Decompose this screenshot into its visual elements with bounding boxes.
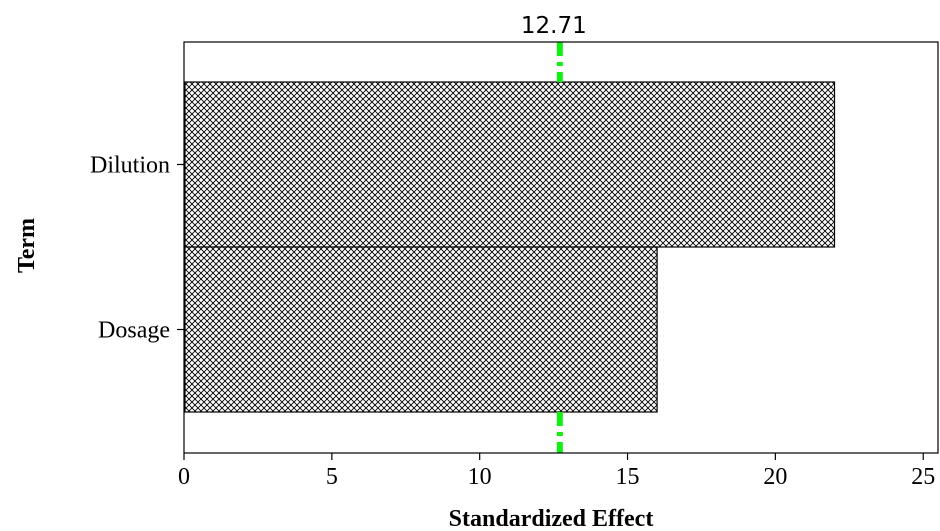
bars-group: [184, 81, 836, 413]
x-tick-label: 10: [468, 464, 492, 490]
plot-frame: [183, 41, 939, 454]
y-axis: Dilution Dosage: [90, 153, 184, 344]
x-tick-label: 25: [911, 464, 935, 490]
x-axis-title: Standardized Effect: [449, 506, 654, 531]
reference-line-group: 12.71: [521, 13, 587, 453]
y-tick-label: Dilution: [90, 153, 170, 179]
x-tick-label: 15: [616, 464, 640, 490]
reference-line-label: 12.71: [521, 13, 587, 39]
x-axis: 0 5 10 15 20 25: [178, 453, 935, 490]
y-tick-label: Dosage: [98, 318, 170, 344]
x-tick-label: 5: [326, 464, 338, 490]
x-tick-label: 20: [763, 464, 787, 490]
bar-dosage: [184, 246, 658, 413]
bar-dilution: [184, 81, 836, 248]
y-axis-title: Term: [14, 218, 40, 273]
x-tick-label: 0: [178, 464, 190, 490]
